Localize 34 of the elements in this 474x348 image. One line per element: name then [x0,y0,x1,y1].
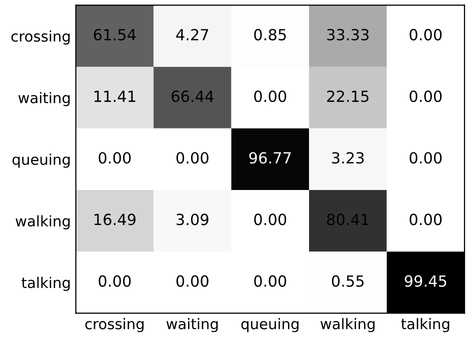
data-label: 0.00 [176,275,208,287]
data-label: 3.23 [332,152,364,164]
data-label: 0.00 [410,152,442,164]
x-tick-label: crossing [85,318,144,332]
data-label: 96.77 [249,152,291,164]
data-label: 22.15 [327,90,368,102]
x-tick-label: talking [401,318,450,332]
y-tick-label: waiting [18,92,70,106]
data-label: 4.27 [176,28,208,40]
y-tick-label: crossing [11,30,70,45]
data-label: 0.00 [254,275,286,287]
data-label: 16.49 [94,214,136,226]
data-label: 61.54 [94,28,136,40]
x-tick-label: queuing [241,318,298,332]
data-label: 0.00 [176,152,208,164]
data-label: 0.00 [254,214,286,226]
x-tick-label: walking [320,318,375,332]
data-label: 99.45 [404,275,446,287]
y-tick-label: queuing [12,154,70,168]
data-label: 0.55 [332,275,364,287]
data-label: 0.00 [98,152,131,164]
data-label: 0.00 [254,90,286,102]
data-label: 0.85 [254,28,286,40]
data-label: 33.33 [327,28,369,40]
data-label: 0.00 [98,275,131,287]
x-tick-label: waiting [166,318,218,332]
y-tick-label: walking [16,215,70,230]
data-label: 3.09 [176,214,208,226]
data-label: 0.00 [410,28,442,40]
data-label: 11.41 [94,90,136,102]
data-label: 0.00 [410,90,442,102]
data-label: 66.44 [172,90,214,102]
y-tick-label: talking [22,276,70,291]
data-label: 0.00 [410,214,442,226]
